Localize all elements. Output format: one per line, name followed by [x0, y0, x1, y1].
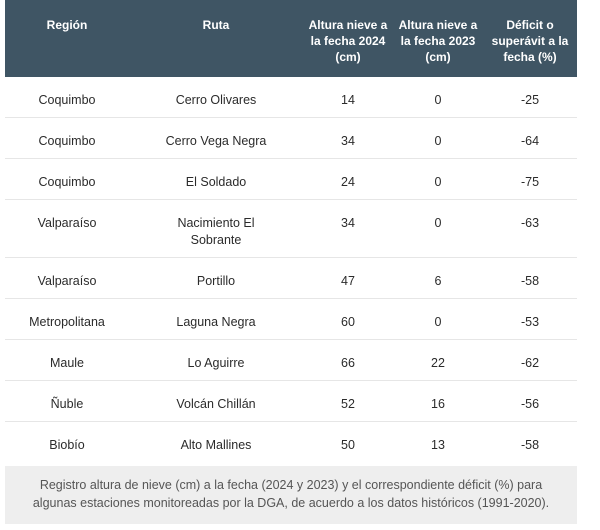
cell-region: Maule: [49, 356, 85, 370]
header-deficit: Déficit o superávit a la fecha (%): [491, 18, 569, 64]
cell-region: Coquimbo: [38, 175, 96, 189]
cell-deficit: -63: [520, 216, 540, 230]
cell-altura-2023: 16: [431, 397, 445, 411]
table-row: Coquimbo El Soldado 24 0 -75: [5, 159, 577, 200]
cell-altura-2024: 60: [341, 315, 355, 329]
cell-ruta: Laguna Negra: [176, 315, 256, 329]
cell-altura-2023: 13: [431, 438, 445, 452]
cell-altura-2024: 14: [341, 93, 355, 107]
header-region: Región: [46, 18, 88, 32]
snow-data-table: Región Ruta Altura nieve a la fecha 2024…: [5, 0, 577, 463]
cell-deficit: -58: [520, 438, 540, 452]
cell-ruta: Lo Aguirre: [187, 356, 245, 370]
table-row: Maule Lo Aguirre 66 22 -62: [5, 340, 577, 381]
table-header: Región Ruta Altura nieve a la fecha 2024…: [5, 0, 577, 77]
cell-region: Biobío: [49, 438, 85, 452]
cell-altura-2024: 34: [341, 134, 355, 148]
cell-region: Metropolitana: [29, 315, 105, 329]
cell-altura-2023: 0: [434, 93, 442, 107]
cell-ruta: Alto Mallines: [180, 438, 252, 452]
cell-deficit: -58: [520, 274, 540, 288]
table-row: Biobío Alto Mallines 50 13 -58: [5, 422, 577, 463]
cell-altura-2024: 34: [341, 216, 355, 230]
cell-region: Valparaíso: [37, 216, 97, 230]
cell-altura-2024: 47: [341, 274, 355, 288]
cell-deficit: -64: [520, 134, 540, 148]
cell-deficit: -62: [520, 356, 540, 370]
cell-altura-2023: 0: [434, 216, 442, 230]
cell-altura-2023: 0: [434, 315, 442, 329]
cell-region: Coquimbo: [38, 134, 96, 148]
cell-region: Valparaíso: [37, 274, 97, 288]
table-row: Ñuble Volcán Chillán 52 16 -56: [5, 381, 577, 422]
table-row: Valparaíso Nacimiento El Sobrante 34 0 -…: [5, 200, 577, 258]
cell-altura-2023: 22: [431, 356, 445, 370]
cell-altura-2024: 50: [341, 438, 355, 452]
table-row: Metropolitana Laguna Negra 60 0 -53: [5, 299, 577, 340]
cell-ruta: El Soldado: [185, 175, 247, 189]
cell-ruta: Cerro Vega Negra: [165, 134, 267, 148]
table-row: Coquimbo Cerro Vega Negra 34 0 -64: [5, 118, 577, 159]
cell-altura-2023: 0: [434, 175, 442, 189]
header-altura-2024: Altura nieve a la fecha 2024 (cm): [308, 18, 388, 64]
cell-ruta: Nacimiento El Sobrante: [177, 216, 255, 247]
table-row: Valparaíso Portillo 47 6 -58: [5, 258, 577, 299]
cell-ruta: Volcán Chillán: [176, 397, 256, 411]
cell-region: Ñuble: [50, 397, 84, 411]
header-ruta: Ruta: [202, 18, 230, 32]
cell-altura-2024: 66: [341, 356, 355, 370]
cell-altura-2024: 24: [341, 175, 355, 189]
cell-altura-2024: 52: [341, 397, 355, 411]
cell-altura-2023: 6: [434, 274, 442, 288]
cell-deficit: -53: [520, 315, 540, 329]
cell-region: Coquimbo: [38, 93, 96, 107]
table-row: Coquimbo Cerro Olivares 14 0 -25: [5, 77, 577, 118]
cell-ruta: Portillo: [196, 274, 236, 288]
header-altura-2023: Altura nieve a la fecha 2023 (cm): [398, 18, 478, 64]
table-caption: Registro altura de nieve (cm) a la fecha…: [5, 466, 577, 524]
cell-deficit: -25: [520, 93, 540, 107]
cell-altura-2023: 0: [434, 134, 442, 148]
cell-deficit: -56: [520, 397, 540, 411]
cell-deficit: -75: [520, 175, 540, 189]
cell-ruta: Cerro Olivares: [175, 93, 257, 107]
